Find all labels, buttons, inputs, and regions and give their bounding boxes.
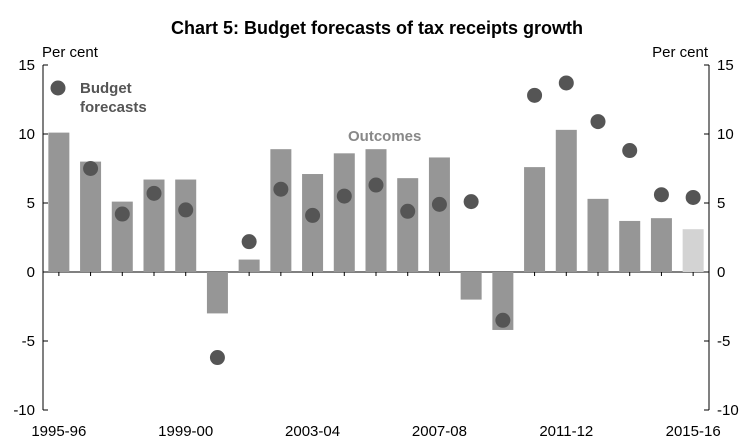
legend-outcomes-label: Outcomes (348, 128, 421, 145)
bar-outcomes (238, 259, 260, 272)
dot-budget-forecast (685, 189, 701, 205)
dot-budget-forecast (368, 177, 384, 193)
bar-outcomes (80, 161, 102, 272)
x-tick-label: 2011-12 (539, 423, 593, 440)
bar-outcomes (428, 157, 450, 272)
dot-budget-forecast (209, 350, 225, 366)
dot-budget-forecast (241, 234, 257, 250)
x-tick-label: 1999-00 (158, 423, 213, 440)
bar-outcomes (365, 149, 387, 272)
bar-outcomes (619, 220, 641, 272)
bar-outcomes (48, 132, 70, 272)
dot-budget-forecast (558, 75, 574, 91)
bar-outcomes (143, 179, 165, 272)
dot-budget-forecast (83, 161, 99, 176)
y-unit-left: Per cent (42, 44, 98, 61)
y-tick-label-left: -10 (13, 402, 35, 419)
bar-outcomes (524, 167, 546, 272)
y-tick-label-right: 10 (717, 126, 734, 143)
bar-outcomes (587, 198, 609, 272)
dot-budget-forecast (273, 181, 289, 197)
dot-budget-forecast (622, 143, 638, 159)
x-tick-label: 2003-04 (285, 423, 340, 440)
y-tick-label-right: -10 (717, 402, 739, 419)
bar-projection (682, 229, 704, 272)
bar-outcomes (460, 272, 482, 300)
legend-budget-label-line1: Budget (80, 80, 132, 97)
y-tick-label-left: 5 (27, 195, 35, 212)
bars (48, 129, 704, 330)
dot-budget-forecast (463, 194, 479, 210)
chart-title: Chart 5: Budget forecasts of tax receipt… (170, 18, 584, 38)
axes: -10 -10 -5 -5 0 0 5 5 10 10 15 15 1995-96 1999-00 2003… (13, 57, 738, 440)
dots (83, 75, 701, 366)
x-tick-label: 2007-08 (412, 423, 467, 440)
dot-budget-forecast (495, 312, 511, 328)
bar-outcomes (555, 129, 577, 272)
dot-budget-forecast (653, 187, 669, 203)
x-tick-label: 1995-96 (31, 423, 86, 440)
bar-outcomes (650, 218, 672, 272)
y-tick-label-left: 10 (18, 126, 35, 143)
bar-outcomes (270, 149, 292, 272)
y-tick-label-right: -5 (717, 333, 730, 350)
y-tick-label-left: 0 (27, 264, 35, 281)
legend-budget-label-line2: forecasts (80, 99, 147, 116)
bar-outcomes (175, 179, 197, 272)
y-tick-label-left: -5 (22, 333, 35, 350)
legend-budget-marker (50, 80, 66, 96)
dot-budget-forecast (431, 196, 447, 212)
dot-budget-forecast (146, 185, 162, 201)
x-tick-label: 2015-16 (666, 423, 721, 440)
bar-outcomes (302, 174, 324, 272)
legend: Budget forecasts Outcomes (50, 80, 421, 145)
y-tick-label-right: 15 (717, 57, 734, 74)
dot-budget-forecast (178, 202, 194, 218)
y-tick-label-right: 0 (717, 264, 725, 281)
dot-budget-forecast (305, 207, 321, 223)
bar-outcomes (206, 272, 228, 314)
bar-outcomes (333, 153, 355, 272)
dot-budget-forecast (590, 114, 606, 130)
y-tick-label-right: 5 (717, 195, 725, 212)
y-tick-label-left: 15 (18, 57, 35, 74)
dot-budget-forecast (400, 203, 416, 219)
y-unit-right: Per cent (652, 44, 708, 61)
bar-outcomes (397, 178, 419, 272)
dot-budget-forecast (336, 188, 352, 204)
dot-budget-forecast (527, 87, 543, 103)
dot-budget-forecast (114, 206, 130, 222)
